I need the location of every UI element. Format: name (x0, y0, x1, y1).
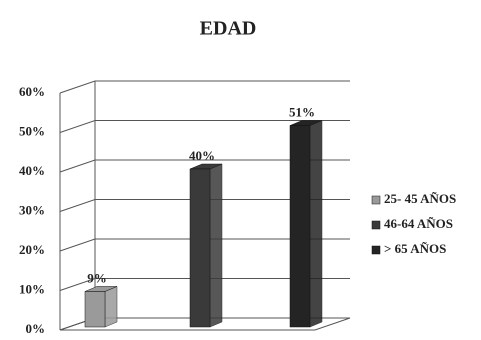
grid-line (59, 159, 350, 173)
y-tick-label: 30% (19, 202, 45, 217)
legend-swatch (371, 245, 381, 255)
data-label: 40% (189, 148, 215, 163)
y-tick-label: 50% (19, 123, 45, 138)
bar (289, 125, 311, 328)
bar-side (209, 163, 223, 328)
y-tick-label: 10% (19, 281, 45, 296)
legend-swatch (371, 220, 381, 230)
data-label: 51% (289, 105, 315, 120)
chart-title: EDAD (200, 18, 257, 40)
data-label: 9% (87, 270, 107, 285)
y-tick-label: 40% (19, 163, 45, 178)
grid-line (59, 199, 350, 212)
grid-line (59, 80, 350, 94)
y-tick-label: 60% (19, 84, 45, 99)
grid-line (59, 278, 350, 291)
bar (84, 291, 106, 328)
grid-line (59, 238, 350, 252)
legend-label: 25- 45 AÑOS (384, 191, 456, 206)
legend-label: 46-64 AÑOS (384, 216, 453, 231)
grid-line (59, 120, 350, 133)
y-tick-label: 20% (19, 242, 45, 257)
y-tick-label: 0% (26, 321, 46, 336)
bar (189, 168, 211, 328)
bar-side (104, 286, 118, 328)
legend-swatch (371, 195, 381, 205)
bar-side (309, 120, 323, 328)
legend-label: > 65 AÑOS (384, 241, 446, 256)
